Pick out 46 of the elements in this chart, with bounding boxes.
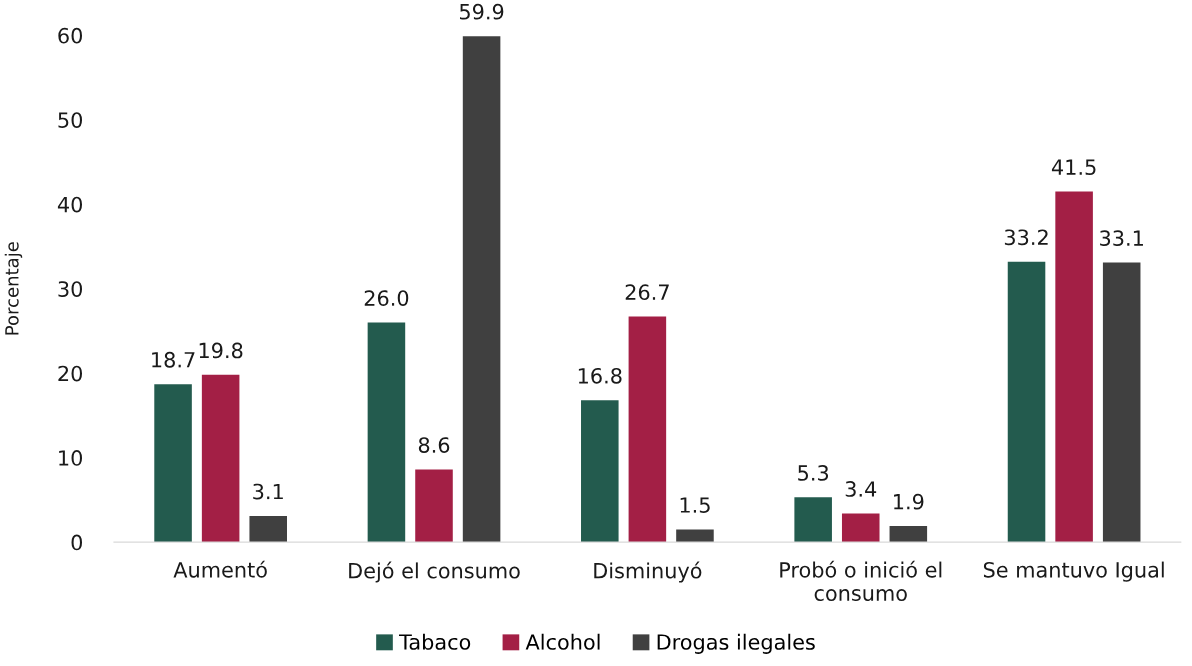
- bar: [581, 400, 619, 543]
- x-tick-label: Probó o inició el consumo: [780, 560, 942, 602]
- data-label: 8.6: [418, 437, 450, 453]
- x-tick-label: Aumentó: [173, 560, 267, 578]
- y-tick-label: 20: [58, 365, 83, 382]
- data-label: 26.0: [364, 290, 409, 306]
- legend-label: Alcohol: [525, 633, 600, 650]
- bar: [1055, 191, 1093, 543]
- bar: [462, 36, 501, 543]
- bar: [628, 316, 667, 543]
- x-tick-label: Dejó el consumo: [349, 561, 520, 583]
- data-label: 18.7: [152, 351, 195, 368]
- y-tick-label: 50: [58, 112, 83, 128]
- bar: [249, 515, 287, 543]
- data-label: 1.5: [680, 497, 710, 513]
- x-tick-label: Se mantuvo Igual: [983, 561, 1164, 582]
- data-label: 26.7: [625, 284, 669, 301]
- bar: [676, 529, 714, 543]
- legend-label: Tabaco: [399, 633, 471, 650]
- data-label: 33.1: [1100, 230, 1143, 246]
- bar: [1102, 262, 1141, 543]
- y-tick-label: 30: [58, 281, 83, 297]
- y-tick-label: 60: [58, 27, 83, 44]
- bar: [794, 497, 832, 543]
- x-tick-label: Disminuyó: [594, 561, 702, 583]
- y-axis-title: Porcentaje: [4, 242, 23, 335]
- data-label: 1.9: [894, 493, 924, 510]
- bar: [841, 513, 880, 543]
- data-label: 41.5: [1051, 159, 1096, 176]
- y-tick-label: 0: [71, 534, 83, 551]
- data-label: 19.8: [199, 342, 243, 359]
- bar: [201, 374, 240, 543]
- data-label: 33.2: [1004, 229, 1048, 246]
- data-label: 5.3: [798, 465, 829, 481]
- y-tick-label: 10: [59, 450, 83, 466]
- y-tick-label: 40: [57, 196, 83, 213]
- bar: [154, 384, 192, 543]
- data-label: 16.8: [578, 367, 622, 384]
- bar: [415, 469, 453, 543]
- bar: [367, 322, 406, 543]
- bar: [1007, 261, 1046, 543]
- data-label: 3.1: [253, 483, 283, 500]
- data-label: 3.4: [845, 481, 877, 497]
- bar: [889, 526, 928, 543]
- legend-label: Drogas ilegales: [657, 633, 815, 654]
- data-label: 59.9: [460, 3, 504, 20]
